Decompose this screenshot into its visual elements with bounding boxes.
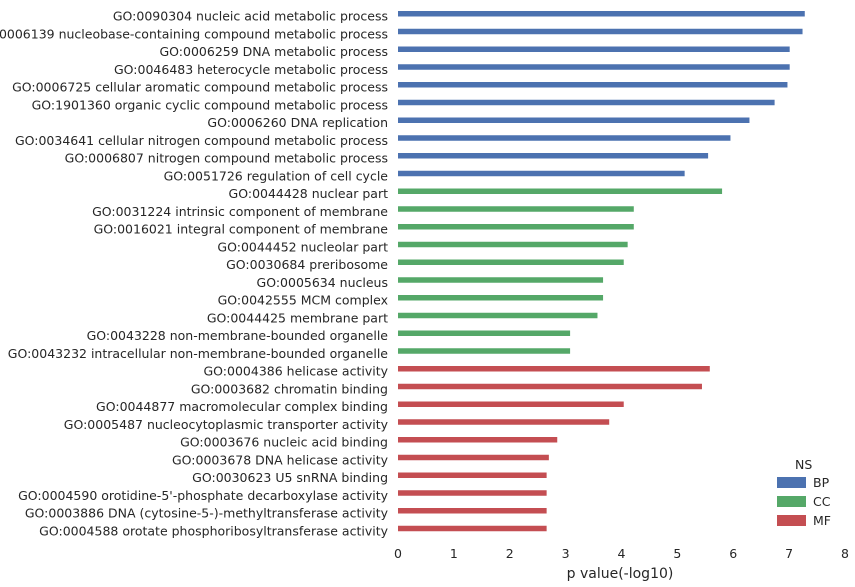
category-label: GO:0003682 chromatin binding (191, 381, 388, 396)
bar-mf (398, 366, 710, 372)
category-label: GO:0046483 heterocycle metabolic process (114, 62, 388, 77)
bar-bp (398, 153, 709, 159)
category-label: GO:0044877 macromolecular complex bindin… (96, 399, 388, 414)
bar-bp (398, 28, 803, 35)
bar-mf (398, 508, 547, 514)
x-tick-label: 3 (562, 546, 570, 561)
category-label: GO:0006807 nitrogen compound metabolic p… (65, 151, 388, 166)
category-label: GO:0044452 nucleolar part (217, 239, 388, 254)
bar-bp (398, 64, 790, 70)
bar-cc (398, 330, 571, 336)
bar-mf (398, 490, 547, 496)
x-tick-label: 0 (394, 546, 402, 561)
legend-swatch-mf (777, 515, 806, 526)
category-label: GO:0090304 nucleic acid metabolic proces… (113, 9, 388, 24)
category-label: GO:0030623 U5 snRNA binding (192, 470, 388, 485)
x-tick-label: 4 (618, 546, 626, 561)
bar-mf (398, 454, 549, 461)
x-axis-ticks: 0 1 2 3 4 5 6 7 8 (394, 546, 849, 561)
category-label: GO:0044428 nuclear part (229, 186, 389, 201)
category-label: GO:0003886 DNA (cytosine-5-)-methyltrans… (25, 506, 389, 521)
category-label: GO:0006139 nucleobase-containing compoun… (0, 26, 388, 41)
bar-cc (398, 241, 628, 248)
category-label: GO:0006259 DNA metabolic process (160, 44, 389, 59)
x-tick-label: 2 (506, 546, 514, 561)
bar-cc (398, 295, 604, 301)
category-label: GO:0005634 nucleus (257, 275, 388, 290)
bar-bp (398, 170, 685, 177)
category-labels: GO:0090304 nucleic acid metabolic proces… (0, 9, 389, 539)
category-label: GO:0003678 DNA helicase activity (172, 452, 389, 467)
bar-cc (398, 206, 634, 212)
x-tick-label: 6 (729, 546, 737, 561)
category-label: GO:0006260 DNA replication (207, 115, 388, 130)
bar-cc (398, 259, 624, 265)
x-tick-label: 7 (785, 546, 793, 561)
category-label: GO:0031224 intrinsic component of membra… (92, 204, 388, 219)
category-label: GO:0004386 helicase activity (203, 364, 388, 379)
x-tick-label: 5 (673, 546, 681, 561)
category-label: GO:0042555 MCM complex (218, 293, 388, 308)
legend-title: NS (795, 457, 812, 472)
x-tick-label: 8 (841, 546, 849, 561)
bars (398, 11, 805, 532)
category-label: GO:0016021 integral component of membran… (94, 222, 389, 237)
category-label: GO:0004588 orotate phosphoribosyltransfe… (39, 523, 388, 538)
legend-label: BP (813, 475, 830, 490)
bar-bp (398, 46, 790, 52)
bar-mf (398, 383, 702, 390)
category-label: GO:0044425 membrane part (207, 310, 388, 325)
bar-cc (398, 224, 634, 230)
bar-bp (398, 82, 788, 88)
legend: NS BP CC MF (777, 457, 831, 528)
legend-label: CC (813, 494, 831, 509)
bar-cc (398, 188, 723, 194)
bar-bp (398, 135, 731, 141)
category-label: GO:0030684 preribosome (226, 257, 388, 272)
category-label: GO:0004590 orotidine-5'-phosphate decarb… (18, 488, 389, 503)
bar-mf (398, 525, 547, 532)
x-axis-label: p value(-log10) (567, 566, 674, 582)
legend-swatch-bp (777, 477, 806, 488)
x-tick-label: 1 (450, 546, 458, 561)
category-label: GO:0043232 intracellular non-membrane-bo… (8, 346, 389, 361)
bar-bp (398, 11, 805, 17)
category-label: GO:0043228 non-membrane-bounded organell… (87, 328, 389, 343)
category-label: GO:0005487 nucleocytoplasmic transporter… (64, 417, 389, 432)
category-label: GO:0006725 cellular aromatic compound me… (12, 80, 388, 95)
bar-cc (398, 277, 604, 283)
bar-mf (398, 437, 558, 443)
bar-cc (398, 312, 598, 319)
category-label: GO:0003676 nucleic acid binding (180, 435, 388, 450)
bar-bp (398, 117, 750, 123)
legend-label: MF (813, 513, 831, 528)
legend-swatch-cc (777, 496, 806, 507)
bar-bp (398, 99, 775, 106)
bar-cc (398, 348, 571, 354)
category-label: GO:1901360 organic cyclic compound metab… (32, 97, 388, 112)
bar-mf (398, 419, 610, 425)
bar-mf (398, 401, 624, 407)
category-label: GO:0051726 regulation of cell cycle (164, 168, 389, 183)
category-label: GO:0034641 cellular nitrogen compound me… (15, 133, 388, 148)
bar-mf (398, 472, 547, 478)
